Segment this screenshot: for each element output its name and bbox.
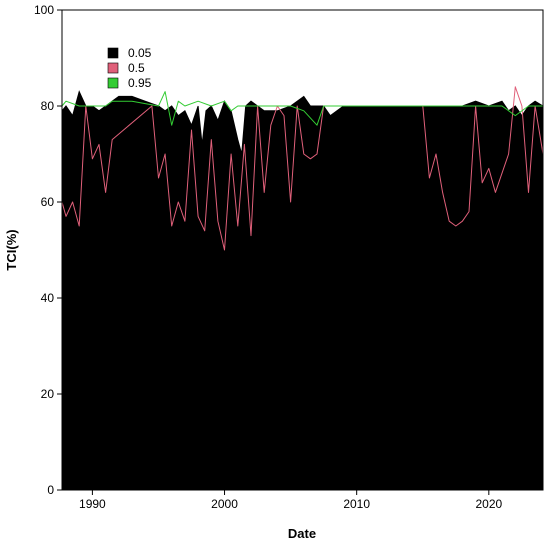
legend-swatch-0.05 [107, 47, 119, 59]
y-tick-label: 0 [47, 483, 54, 497]
legend: 0.050.50.95 [107, 46, 152, 90]
y-tick-label: 20 [41, 387, 55, 401]
x-tick-label: 1990 [79, 497, 106, 511]
y-tick-label: 40 [41, 291, 55, 305]
legend-label-0.5: 0.5 [128, 61, 145, 75]
legend-label-0.05: 0.05 [128, 46, 152, 60]
plot-layer [61, 86, 544, 491]
series-line-0.95 [61, 91, 543, 126]
x-tick-label: 2010 [343, 497, 370, 511]
y-axis: 0 20 40 60 80 100 [34, 3, 62, 497]
legend-swatch-0.5 [107, 62, 119, 74]
x-axis: 1990 2000 2010 2020 [79, 490, 502, 511]
y-tick-label: 60 [41, 195, 55, 209]
x-tick-label: 2000 [211, 497, 238, 511]
plot-frame [61, 9, 544, 491]
series-area-0.05 [61, 90, 544, 491]
y-axis-title: TCI(%) [4, 229, 19, 270]
legend-label-0.95: 0.95 [128, 76, 152, 90]
x-tick-label: 2020 [475, 497, 502, 511]
y-tick-label: 100 [34, 3, 54, 17]
legend-swatch-0.95 [107, 77, 119, 89]
y-tick-label: 80 [41, 99, 55, 113]
x-axis-title: Date [288, 526, 316, 541]
